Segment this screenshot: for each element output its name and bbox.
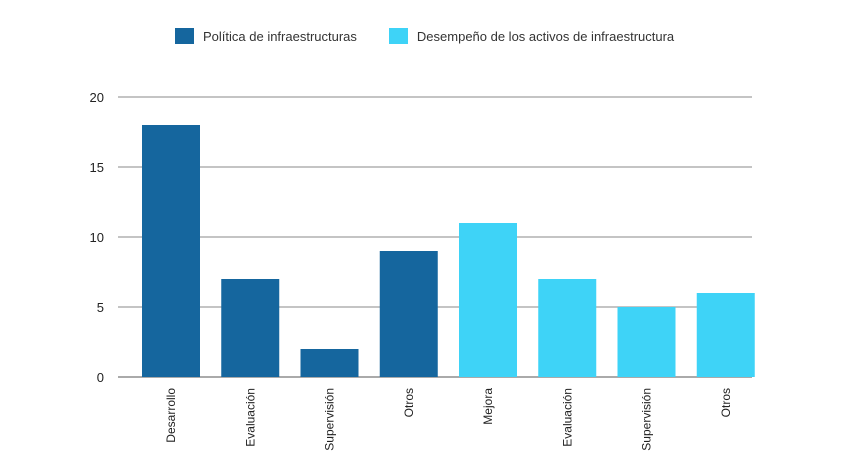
y-tick-label: 5 <box>97 300 104 315</box>
x-category-label: Evaluación <box>243 388 257 447</box>
bar-policy-2 <box>300 349 359 377</box>
legend-label-policy: Política de infraestructuras <box>203 28 357 44</box>
legend-label-performance: Desempeño de los activos de infraestruct… <box>416 28 675 44</box>
x-axis-labels: Desarrollo Evaluación Supervisión Otros Mejo… <box>164 388 733 451</box>
x-category-label: Desarrollo <box>164 388 178 443</box>
y-tick-label: 15 <box>90 160 104 175</box>
chart-legend: Política de infraestructuras Desempeño d… <box>175 28 706 44</box>
bar-performance-6 <box>617 307 676 377</box>
x-category-label: Otros <box>402 388 416 417</box>
x-category-label: Supervisión <box>323 388 337 451</box>
bar-policy-1 <box>221 279 280 377</box>
x-category-label: Evaluación <box>560 388 574 447</box>
y-axis-ticks: 0 5 10 15 20 <box>90 90 104 385</box>
bar-performance-5 <box>538 279 597 377</box>
x-category-label: Supervisión <box>640 388 654 451</box>
y-tick-label: 20 <box>90 90 104 105</box>
bar-performance-4 <box>459 223 517 377</box>
bars <box>142 125 755 377</box>
y-tick-label: 10 <box>90 230 104 245</box>
bar-policy-3 <box>379 251 438 377</box>
legend-item-performance: Desempeño de los activos de infraestruct… <box>388 28 675 44</box>
legend-swatch-policy <box>175 28 194 44</box>
bar-policy-0 <box>142 125 200 377</box>
legend-item-policy: Política de infraestructuras <box>175 28 357 44</box>
bar-performance-7 <box>696 293 755 377</box>
x-category-label: Otros <box>719 388 733 417</box>
legend-swatch-performance <box>388 28 408 44</box>
y-tick-label: 0 <box>97 370 104 385</box>
x-category-label: Mejora <box>481 388 495 425</box>
